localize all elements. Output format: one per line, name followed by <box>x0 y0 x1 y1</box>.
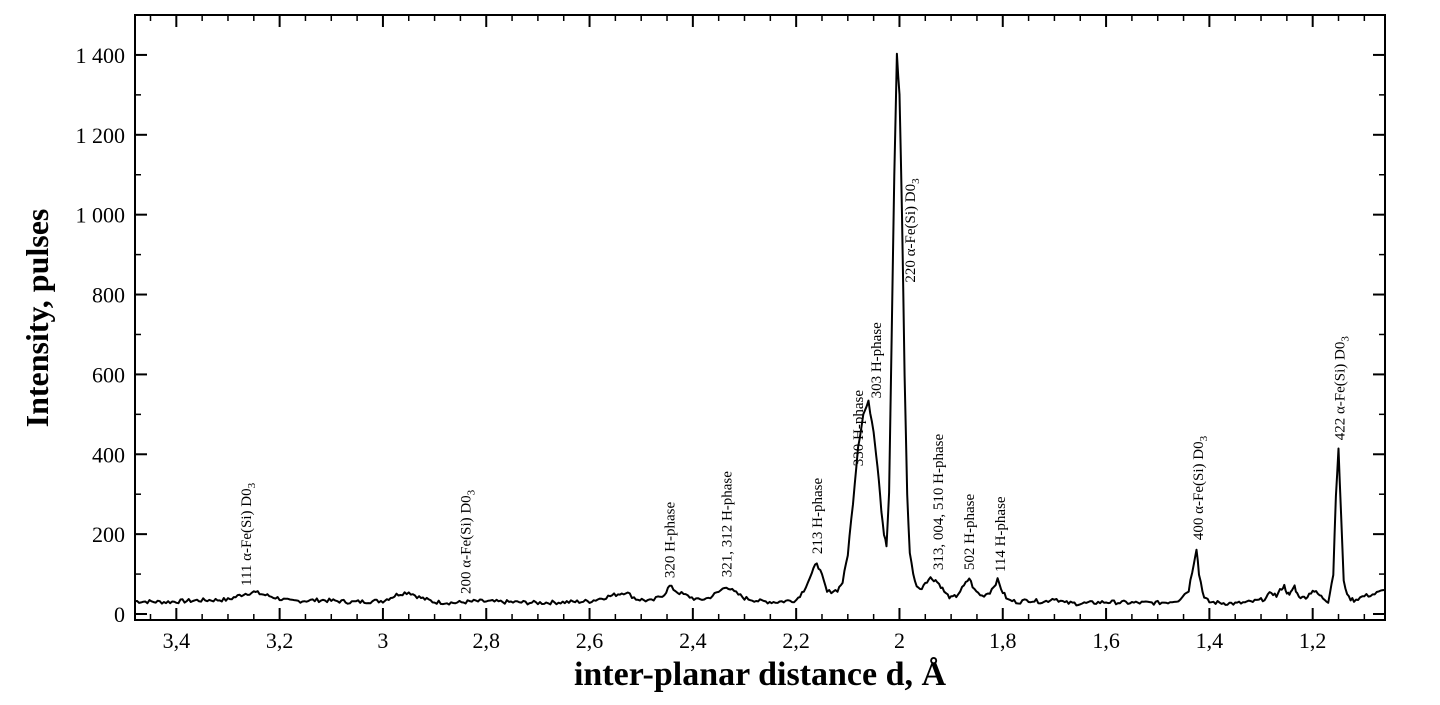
y-tick-label: 1 400 <box>76 43 126 68</box>
peak-label: 200 α-Fe(Si) D03 <box>459 489 478 594</box>
y-tick-label: 200 <box>92 522 125 547</box>
peak-label: 213 H-phase <box>810 478 826 555</box>
y-tick-label: 800 <box>92 283 125 308</box>
peak-label: 220 α-Fe(Si) D03 <box>903 178 922 283</box>
peak-label: 422 α-Fe(Si) D03 <box>1333 336 1352 441</box>
y-tick-label: 400 <box>92 442 125 467</box>
x-tick-label: 1,2 <box>1299 628 1327 653</box>
plot-frame <box>134 14 1386 621</box>
peak-label: 303 H-phase <box>869 322 885 399</box>
x-tick-label: 3,4 <box>163 628 191 653</box>
x-tick-label: 1,4 <box>1196 628 1224 653</box>
peak-label: 321, 312 H-phase <box>719 471 735 578</box>
axis-ticks <box>135 15 1385 620</box>
peak-label: 400 α-Fe(Si) D03 <box>1191 435 1210 540</box>
peak-label: 313, 004, 510 H-phase <box>931 434 947 571</box>
peak-label: 114 H-phase <box>993 496 1009 572</box>
x-tick-label: 2,8 <box>472 628 500 653</box>
peak-label: 320 H-phase <box>663 502 679 579</box>
diffraction-series-line <box>134 52 1386 607</box>
y-tick-label: 1 000 <box>76 203 126 228</box>
y-axis-title: Intensity, pulses <box>19 209 55 428</box>
y-tick-label: 1 200 <box>76 123 126 148</box>
x-tick-labels: 3,4 3,2 3 2,8 2,6 2,4 2,2 2 1,8 1,6 1,4 1,2 <box>163 628 1327 653</box>
x-tick-label: 1,6 <box>1092 628 1120 653</box>
peak-annotations: 111 α-Fe(Si) D03 200 α-Fe(Si) D03 320 H-ph… <box>239 178 1351 594</box>
y-tick-labels: 0 200 400 600 800 1 000 1 200 1 400 <box>76 43 126 627</box>
peak-label: 502 H-phase <box>962 494 978 571</box>
peak-label: 111 α-Fe(Si) D03 <box>239 482 258 586</box>
x-axis-title: inter-planar distance d, Å <box>574 656 947 693</box>
x-tick-label: 2,4 <box>679 628 707 653</box>
y-tick-label: 600 <box>92 362 125 387</box>
x-tick-label: 2 <box>894 628 905 653</box>
x-tick-label: 1,8 <box>989 628 1017 653</box>
x-tick-label: 2,6 <box>576 628 604 653</box>
y-tick-label: 0 <box>114 602 125 627</box>
peak-label: 330 H-phase <box>851 390 867 467</box>
x-tick-label: 2,2 <box>782 628 810 653</box>
x-tick-label: 3 <box>377 628 388 653</box>
x-tick-label: 3,2 <box>266 628 294 653</box>
